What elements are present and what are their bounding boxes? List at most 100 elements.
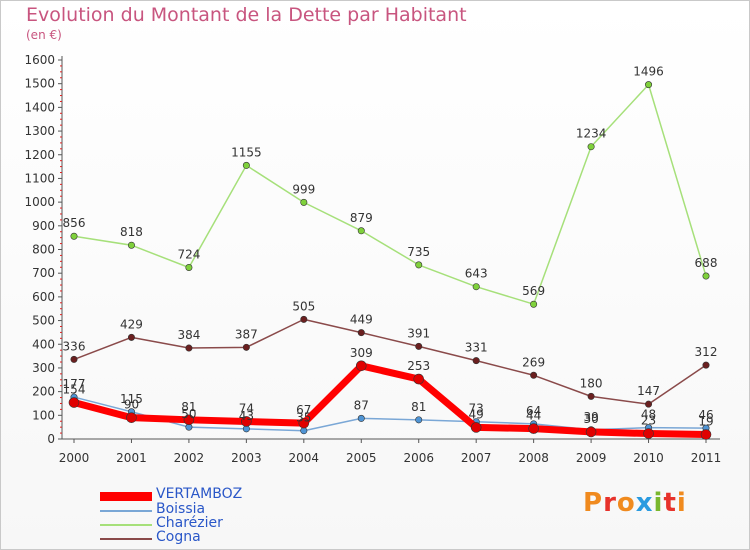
data-point-cogna	[702, 361, 710, 369]
y-tick-label: 300	[32, 361, 55, 375]
data-point-cogna	[70, 355, 78, 363]
data-label-cogna: 147	[637, 384, 660, 398]
y-minor-tick	[60, 100, 62, 102]
x-tick-label: 2005	[346, 451, 377, 465]
data-label-boissia: 35	[296, 411, 311, 425]
y-minor-tick	[60, 148, 62, 150]
y-minor-tick	[60, 183, 62, 185]
y-minor-tick	[60, 89, 62, 91]
y-minor-tick	[60, 402, 62, 404]
y-tick-label: 800	[32, 243, 55, 257]
legend-swatch	[100, 524, 152, 526]
x-tick-label: 2011	[691, 451, 722, 465]
y-minor-tick	[60, 385, 62, 387]
data-point-cogna	[587, 392, 595, 400]
data-label-boissia: 87	[354, 398, 369, 412]
logo-letter: t	[663, 488, 677, 518]
data-label-boissia: 48	[641, 408, 656, 422]
data-label-char-zier: 856	[63, 216, 86, 230]
data-point-vertamboz	[183, 414, 195, 426]
data-label-cogna: 387	[235, 327, 258, 341]
data-label-vertamboz: 81	[181, 400, 196, 414]
y-minor-tick	[60, 112, 62, 114]
y-tick-label: 1200	[24, 148, 55, 162]
y-tick-label: 1000	[24, 195, 55, 209]
legend-swatch	[100, 491, 152, 501]
data-point-char-zier	[357, 227, 365, 235]
data-label-boissia: 43	[239, 409, 254, 423]
data-point-char-zier	[300, 198, 308, 206]
data-label-char-zier: 879	[350, 211, 373, 225]
y-minor-tick	[60, 195, 62, 197]
data-point-cogna	[127, 333, 135, 341]
x-tick-label: 2010	[633, 451, 664, 465]
y-minor-tick	[60, 266, 62, 268]
y-tick-label: 0	[47, 432, 55, 446]
series-line-char-zier	[73, 83, 707, 305]
y-minor-tick	[60, 77, 62, 79]
y-tick-label: 1500	[24, 77, 55, 91]
y-tick-label: 1300	[24, 124, 55, 138]
y-tick-label: 1400	[24, 100, 55, 114]
data-label-vertamboz: 30	[583, 412, 598, 426]
legend-label: Charézier	[156, 515, 223, 531]
y-tick-label: 1100	[24, 171, 55, 185]
data-point-char-zier	[127, 241, 135, 249]
data-point-vertamboz	[126, 412, 137, 423]
y-minor-tick	[60, 284, 62, 286]
data-label-cogna: 449	[350, 313, 373, 327]
data-label-char-zier: 818	[120, 225, 143, 239]
data-label-vertamboz: 253	[407, 359, 430, 373]
data-label-vertamboz: 309	[350, 346, 373, 360]
data-point-vertamboz	[585, 426, 597, 438]
y-minor-tick	[60, 254, 62, 256]
data-label-char-zier: 724	[177, 248, 200, 262]
y-minor-tick	[60, 142, 62, 144]
data-label-cogna: 331	[465, 341, 488, 355]
y-tick-label: 700	[32, 266, 55, 280]
y-tick-label: 100	[32, 408, 55, 422]
data-label-char-zier: 735	[407, 245, 430, 259]
y-minor-tick	[60, 408, 62, 410]
y-tick-label: 200	[32, 385, 55, 399]
y-minor-tick	[60, 278, 62, 280]
y-minor-tick	[60, 65, 62, 67]
y-minor-tick	[60, 420, 62, 422]
data-label-char-zier: 1234	[576, 127, 607, 141]
data-point-cogna	[415, 342, 423, 350]
y-tick-label: 400	[32, 337, 55, 351]
y-minor-tick	[60, 207, 62, 209]
y-minor-tick	[60, 355, 62, 357]
x-tick-label: 2009	[576, 451, 607, 465]
y-minor-tick	[60, 160, 62, 162]
data-label-char-zier: 569	[522, 284, 545, 298]
data-point-boissia	[357, 414, 365, 422]
data-point-vertamboz	[298, 417, 310, 429]
x-tick-label: 2000	[59, 451, 90, 465]
y-minor-tick	[60, 432, 62, 434]
legend-label: Cogna	[156, 529, 201, 545]
data-label-char-zier: 688	[695, 256, 718, 270]
data-label-boissia: 64	[526, 404, 541, 418]
x-tick-label: 2001	[116, 451, 147, 465]
y-minor-tick	[60, 290, 62, 292]
chart-subtitle: (en €)	[26, 28, 62, 42]
y-minor-tick	[60, 325, 62, 327]
data-label-cogna: 269	[522, 355, 545, 369]
data-point-cogna	[357, 329, 365, 337]
data-point-boissia	[415, 416, 423, 424]
x-tick-label: 2006	[403, 451, 434, 465]
data-point-cogna	[185, 344, 193, 352]
data-label-vertamboz: 23	[641, 414, 656, 428]
data-point-vertamboz	[700, 429, 712, 440]
y-minor-tick	[60, 379, 62, 381]
y-minor-tick	[60, 71, 62, 73]
data-label-char-zier: 999	[292, 182, 315, 196]
data-point-vertamboz	[241, 416, 252, 427]
y-minor-tick	[60, 349, 62, 351]
logo-letter: x	[635, 488, 654, 518]
logo-letter: r	[603, 488, 617, 518]
data-label-boissia: 50	[181, 407, 196, 421]
